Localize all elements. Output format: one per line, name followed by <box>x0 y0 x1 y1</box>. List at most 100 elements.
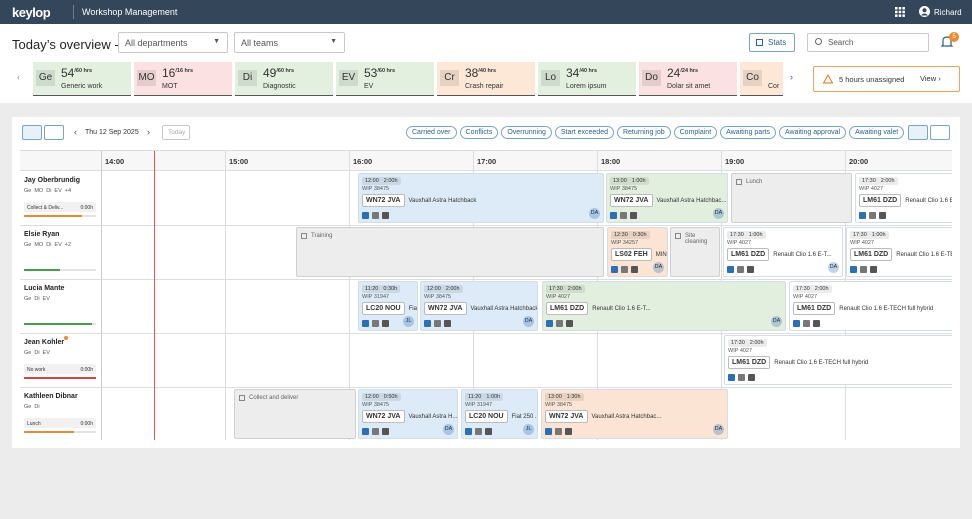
card-abbr: MO <box>137 70 156 86</box>
activity-block[interactable]: Training <box>296 227 604 277</box>
wip-number: WIP 4027 <box>850 240 875 246</box>
cards-prev[interactable]: ‹ <box>17 72 20 82</box>
user-icon[interactable] <box>919 6 930 17</box>
expanded-toggle[interactable] <box>930 125 950 140</box>
compact-toggle[interactable] <box>908 125 928 140</box>
job-card[interactable]: 17:30 2:00h WIP 4027 LM61 DZD Renault Clio 1… <box>542 281 786 331</box>
registration: WN72 JVA <box>362 194 405 207</box>
filter-pill[interactable]: Awaiting parts <box>720 126 776 139</box>
stats-button[interactable]: Stats <box>749 33 795 52</box>
summary-card[interactable]: Lo 34/40 hrs Lorem ipsum <box>538 62 636 96</box>
job-card[interactable]: 17:30 2:00h WIP 4027 LM61 DZD Renault Clio 1… <box>855 173 952 223</box>
card-name: Cor <box>768 83 780 90</box>
start-time: 17:30 <box>549 286 563 292</box>
row-line <box>20 279 952 280</box>
job-icons <box>424 320 451 327</box>
search-input[interactable]: Search <box>807 33 929 52</box>
technician-avatar: DA <box>828 262 839 273</box>
start-time: 17:30 <box>853 232 867 238</box>
vehicle-model: Renault Clio 1.6 E-T... <box>773 251 832 258</box>
summary-card[interactable]: MO 16/16 hrs MOT <box>134 62 232 96</box>
tech-name: Elsie Ryan <box>24 231 60 238</box>
alert-text: 5 hours unassigned <box>839 75 905 84</box>
filter-pill[interactable]: Returning job <box>616 126 671 139</box>
cards-next[interactable]: › <box>790 72 793 82</box>
timeline: 14:00 15:00 16:00 17:00 18:00 19:00 20:00 Jay O… <box>20 150 952 440</box>
date-next[interactable]: › <box>147 127 150 137</box>
job-time: 17:30 1:00h <box>850 231 889 239</box>
summary-card[interactable]: Ge 54/60 hrs Generic work <box>33 62 131 96</box>
icon <box>728 374 735 381</box>
vehicle-row: WN72 JVA Vauxhall Astra Hatchbac... <box>545 410 661 423</box>
job-card[interactable]: 17:30 2:00h WIP 4027 LM61 DZD Renault Clio 1… <box>724 335 952 385</box>
duration: 2:00h <box>814 286 829 292</box>
skill: Di <box>34 350 40 356</box>
summary-card[interactable]: Co Cor <box>740 62 783 96</box>
wip-number: WIP 31947 <box>362 294 390 300</box>
date-prev[interactable]: ‹ <box>74 127 77 137</box>
unit: /60 hrs <box>377 68 396 74</box>
duration: 2:00h <box>749 340 764 346</box>
wip-number: WIP 4027 <box>727 240 752 246</box>
job-card[interactable]: 11:20 1:00h WIP 31947 LC20 NOU Fiat 250 ... J… <box>461 389 538 439</box>
job-icons <box>545 428 572 435</box>
grid-view-toggle[interactable] <box>44 125 64 140</box>
job-icons <box>727 266 754 273</box>
filter-pill[interactable]: Complaint <box>673 126 718 139</box>
job-card[interactable]: 17:30 2:00h WIP 4027 LM61 DZD Renault Clio 1… <box>789 281 952 331</box>
duration: 1:00h <box>748 232 763 238</box>
activity-block[interactable]: Lunch <box>731 173 852 223</box>
start-time: 12:30 <box>614 232 628 238</box>
job-card[interactable]: 12:00 2:00h WIP 38475 WN72 JVA Vauxhall Astr… <box>420 281 538 331</box>
filter-pill[interactable]: Overrunning <box>501 126 552 139</box>
job-card[interactable]: 12:00 0:50h WIP 38475 WN72 JVA Vauxhall Astr… <box>358 389 458 439</box>
job-card[interactable]: 17:30 1:00h WIP 4027 LM61 DZD Renault Clio 1… <box>846 227 952 277</box>
vehicle-model: Vauxhall Astra H... <box>408 413 458 420</box>
icon <box>850 266 857 273</box>
apps-icon[interactable] <box>895 7 905 17</box>
card-value: 38/40 hrs <box>465 66 496 80</box>
summary-card[interactable]: Cr 38/40 hrs Crash repair <box>437 62 535 96</box>
filter-pill[interactable]: Carried over <box>406 126 457 139</box>
list-view-toggle[interactable] <box>22 125 42 140</box>
job-card[interactable]: 13:00 1:00h WIP 38475 WN72 JVA Vauxhall Astr… <box>606 173 728 223</box>
user-name[interactable]: Richard <box>934 8 962 17</box>
skill: Ge <box>24 188 32 194</box>
vehicle-row: LM61 DZD Renault Clio 1.6 E-T... <box>546 302 651 315</box>
skill: Di <box>46 242 52 248</box>
duration: 1:00h <box>631 178 646 184</box>
summary-card[interactable]: EV 53/60 hrs EV <box>336 62 434 96</box>
teams-select[interactable]: All teams ▼ <box>234 32 345 53</box>
filter-pill[interactable]: Start exceeded <box>554 126 614 139</box>
activity-block[interactable]: Site cleaning <box>670 227 720 277</box>
job-card[interactable]: 17:30 1:00h WIP 4027 LM61 DZD Renault Clio 1… <box>723 227 843 277</box>
departments-select[interactable]: All departments ▼ <box>118 32 228 53</box>
wip-number: WIP 4027 <box>728 348 753 354</box>
today-button[interactable]: Today <box>162 125 190 140</box>
vehicle-row: WN72 JVA Vauxhall Astra Hatchbac... <box>610 194 726 207</box>
filter-pill[interactable]: Awaiting approval <box>778 126 847 139</box>
status-text: Lunch <box>27 420 41 427</box>
time-label: 18:00 <box>601 157 621 166</box>
registration: WN72 JVA <box>610 194 653 207</box>
vehicle-row: WN72 JVA Vauxhall Astra Hatchback <box>362 194 476 207</box>
filter-pill[interactable]: Awaiting valet <box>849 126 905 139</box>
time-label: 17:00 <box>477 157 497 166</box>
alert-action[interactable]: View › <box>920 74 941 83</box>
job-card[interactable]: 12:00 2:00h WIP 38475 WN72 JVA Vauxhall Astr… <box>358 173 604 223</box>
wip-number: WIP 38475 <box>424 294 452 300</box>
summary-card[interactable]: Do 24/24 hrs Dolar sit amet <box>639 62 737 96</box>
icon <box>793 320 800 327</box>
job-time: 17:30 2:00h <box>793 285 832 293</box>
status-hours: 0:00h <box>80 420 93 427</box>
filter-pill[interactable]: Conflicts <box>459 126 499 139</box>
activity-block[interactable]: Collect and deliver <box>234 389 356 439</box>
current-time-line <box>154 151 155 440</box>
logo[interactable]: keylop <box>12 5 51 20</box>
summary-card[interactable]: Di 49/60 hrs Diagnostic <box>235 62 333 96</box>
current-date: Thu 12 Sep 2025 <box>85 129 139 136</box>
job-card[interactable]: 13:00 1:30h WIP 38475 WN72 JVA Vauxhall Astr… <box>541 389 728 439</box>
